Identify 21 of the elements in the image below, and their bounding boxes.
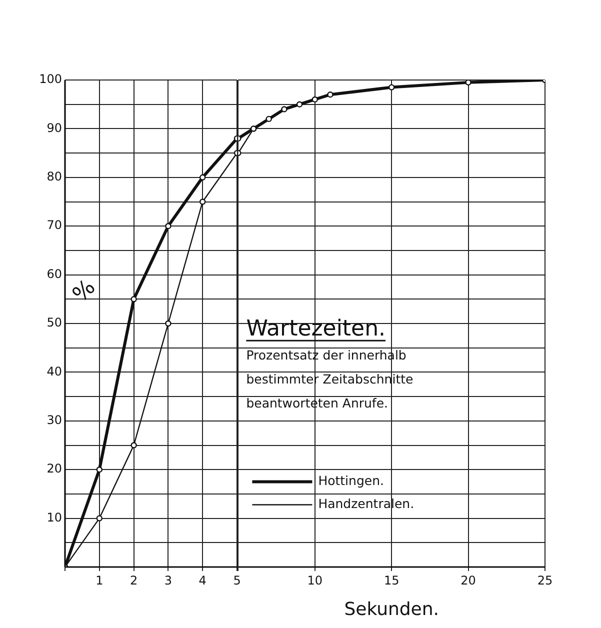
y-tick-label: 70 (46, 218, 62, 232)
x-tick-label: 1 (96, 573, 104, 588)
x-axis-title: Sekunden. (344, 598, 440, 620)
x-tick-label: 4 (198, 573, 206, 588)
x-tick-label: 5 (233, 573, 241, 588)
x-tick-label: 3 (164, 573, 172, 588)
y-tick-label: 30 (46, 413, 62, 428)
y-tick-label: 100 (39, 72, 62, 86)
y-tick-label: 90 (46, 120, 62, 135)
y-tick-label: 50 (46, 316, 62, 330)
x-tick-label: 2 (130, 573, 138, 588)
y-tick-label: 60 (46, 266, 62, 281)
x-tick-label: 10 (307, 573, 323, 588)
x-tick-label: 15 (384, 573, 400, 588)
legend-label: Hottingen. (318, 473, 384, 488)
y-tick-label: 40 (46, 364, 62, 378)
y-tick-label: 80 (46, 170, 62, 184)
x-tick-label: 20 (460, 573, 476, 588)
x-tick-label: 25 (537, 573, 553, 588)
y-tick-label: 20 (46, 462, 62, 476)
y-tick-label: 10 (46, 510, 62, 524)
